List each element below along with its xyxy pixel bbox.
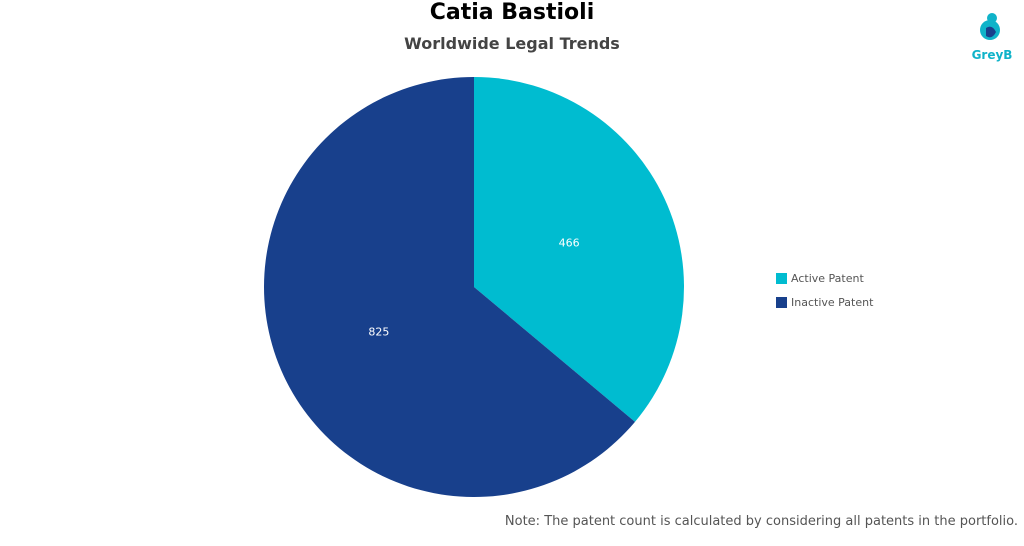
legend-swatch-inactive xyxy=(776,296,787,308)
logo-text: GreyB xyxy=(971,48,1013,62)
chart-title: Catia Bastioli xyxy=(429,0,595,25)
data-label-active-patent: 466 xyxy=(559,237,580,250)
legend-swatch-active xyxy=(776,272,787,284)
data-label-inactive-patent: 825 xyxy=(368,325,389,338)
legend-label-inactive: Inactive Patent xyxy=(791,295,874,309)
pie-slice-active-patent[interactable] xyxy=(474,77,685,422)
footnote: Note: The patent count is calculated by … xyxy=(504,514,1018,529)
chart-subtitle: Worldwide Legal Trends xyxy=(404,34,620,53)
pie-slice-inactive-patent[interactable] xyxy=(264,77,635,497)
legend-item-active[interactable]: Active Patent xyxy=(776,266,873,290)
greyb-logo: GreyB xyxy=(968,10,1016,66)
legend: Active Patent Inactive Patent xyxy=(776,266,873,314)
legend-label-active: Active Patent xyxy=(791,271,864,285)
legend-item-inactive[interactable]: Inactive Patent xyxy=(776,290,873,314)
greyb-logo-icon xyxy=(980,13,1000,40)
